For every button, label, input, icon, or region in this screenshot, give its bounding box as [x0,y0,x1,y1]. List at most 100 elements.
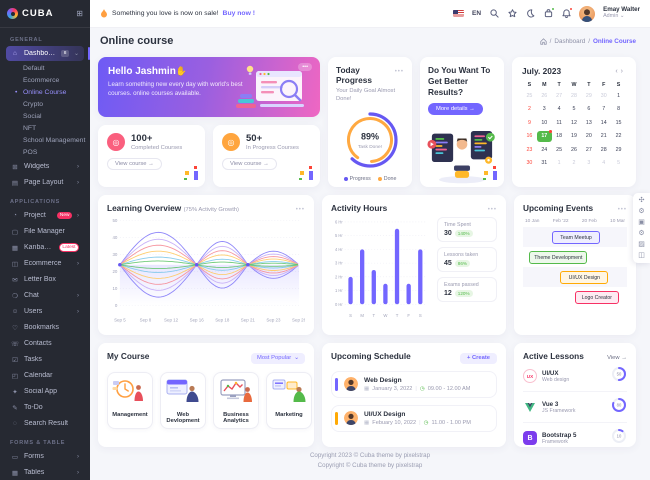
calendar-day[interactable]: 29 [585,92,592,99]
event-theme-development[interactable]: Theme Development [529,250,588,264]
star-icon[interactable] [507,9,517,19]
cart-icon[interactable] [543,6,556,19]
sidebar-item-bookmarks[interactable]: ♡ Bookmarks [12,324,60,332]
sidebar-item-contacts[interactable]: ☏ Contacts [11,340,52,348]
lesson-ui-ux[interactable]: UX UI/UX Web design 50 [523,361,627,391]
calendar-day[interactable]: 28 [600,146,607,153]
customizer-icon[interactable]: ✣ [638,197,645,204]
calendar-day[interactable]: 22 [615,133,622,139]
calendar-day[interactable]: 16 [526,133,533,139]
learning-overview-more-icon[interactable]: ••• [295,207,305,213]
create-button[interactable]: + Create [459,352,497,364]
calendar-day[interactable]: 29 [615,146,622,153]
schedule-item-ui-ux-design[interactable]: UI/UX Design ▦ Febuary 10, 2022 | ◷ 11.00 - 1… [331,404,497,432]
sidebar-item-file-manager[interactable]: ▢ File Manager [11,228,65,236]
view-all-link[interactable]: View → [607,355,627,361]
calendar-day[interactable]: 8 [617,106,621,112]
calendar-day[interactable]: 2 [527,106,531,112]
calendar-day[interactable]: 6 [587,106,591,112]
home-icon[interactable] [540,37,547,45]
course-marketing[interactable]: Marketing [266,371,312,430]
calendar-day[interactable]: 20 [585,133,592,139]
more-details-button[interactable]: More details → [428,103,483,116]
calendar-day[interactable]: 2 [572,160,576,166]
sidebar-item-chat[interactable]: ❍ Chat › [12,292,79,300]
calendar-day[interactable]: 3 [587,160,591,166]
sidebar-item-to-do[interactable]: ✎ To-Do [12,404,43,412]
event-logo-creator[interactable]: Logo Creator [575,290,619,304]
calendar-day[interactable]: 10 [541,119,548,126]
us-flag-icon[interactable] [453,10,465,17]
course-filter-dropdown[interactable]: Most Popular ⌄ [250,352,305,364]
calendar-day[interactable]: 4 [557,106,561,112]
lesson-vue-3[interactable]: Vue 3 JS Framework 80 [523,391,627,422]
language-selector[interactable]: EN [472,10,482,17]
calendar-day[interactable]: 30 [526,160,533,166]
calendar-day[interactable]: 7 [602,106,606,112]
settings-icon[interactable]: ⚙ [638,208,645,215]
calendar-next-icon[interactable]: › [620,67,626,75]
calendar-day[interactable]: 27 [556,92,563,99]
sidebar-item-search-result[interactable]: ◌ Search Result [6,416,84,431]
calendar-day[interactable]: 27 [585,146,592,153]
calendar-prev-icon[interactable]: ‹ [615,67,621,75]
calendar-day[interactable]: 28 [571,92,577,99]
course-management[interactable]: Management [107,371,153,430]
calendar-day[interactable]: 26 [571,146,577,153]
calendar-day[interactable]: 25 [526,92,533,99]
course-business-analytics[interactable]: Business Analytics [213,371,259,430]
dark-mode-moon-icon[interactable] [525,9,535,19]
calendar-day[interactable]: 19 [571,133,577,139]
calendar-day[interactable]: 31 [541,160,548,166]
sidebar-subitem-pos[interactable]: POS [23,148,38,156]
view-course-button[interactable]: View course → [107,158,162,170]
calendar-day[interactable]: 15 [615,119,622,126]
lesson-bootstrap-5[interactable]: B Bootstrap 5 Framework 10 [523,422,627,453]
app-name[interactable]: CUBA [22,8,54,19]
user-avatar[interactable] [579,5,596,22]
calendar-day[interactable]: 1 [557,160,561,166]
image-icon[interactable]: ▨ [638,241,645,248]
calendar-day[interactable]: 26 [541,92,548,99]
search-icon[interactable] [489,9,499,19]
calendar-day[interactable]: 12 [571,119,577,126]
sidebar-item-widgets[interactable]: ⊞ Widgets › [12,163,79,171]
sidebar-subitem-school-management[interactable]: School Management [23,136,86,144]
calendar-day[interactable]: 4 [602,160,606,166]
sidebar-item-social-app[interactable]: ✦ Social App [12,388,58,396]
event-team-meetup[interactable]: Team Meetup [552,230,600,244]
sidebar-subitem-ecommerce[interactable]: Ecommerce [23,76,60,84]
calendar-day[interactable]: 23 [526,146,533,153]
view-course-button[interactable]: View course → [222,158,277,170]
today-progress-more-icon[interactable]: ••• [394,69,404,75]
calendar-day[interactable]: 5 [617,160,621,166]
sidebar-item-ecommerce[interactable]: ◫ Ecommerce › [11,260,79,268]
calendar-day[interactable]: 24 [541,146,548,153]
sidebar-item-forms[interactable]: ▭ Forms › [11,453,79,461]
sidebar-item-letter-box[interactable]: ✉ Letter Box [12,276,56,284]
sidebar-item-tasks[interactable]: ☑ Tasks [12,356,42,364]
course-web-devlopment[interactable]: Web Devlopment [160,371,206,430]
sidebar-subitem-social[interactable]: Social [23,112,42,120]
event-ui-ux-design[interactable]: UI/UX Design [560,270,609,284]
notifications-bell-icon[interactable] [561,6,574,19]
calendar-day[interactable]: 3 [542,106,546,112]
monitor-icon[interactable]: ▣ [638,219,645,226]
user-menu[interactable]: Emay Walter Admin ⌄ [603,6,640,20]
gear-icon[interactable]: ⚙ [638,230,645,237]
sidebar-subitem-crypto[interactable]: Crypto [23,100,44,108]
breadcrumb-dashboard[interactable]: Dashboard [554,37,586,45]
sidebar-subitem-default[interactable]: Default [23,64,45,72]
sidebar-subitem-nft[interactable]: NFT [23,124,37,132]
calendar-day[interactable]: 18 [556,133,563,139]
sidebar-item-page-layout[interactable]: ▤ Page Layout › [11,179,79,187]
sidebar-item-kanban-board[interactable]: ▦Kanban BoardLatest [6,240,84,255]
calendar-day[interactable]: 21 [600,133,607,139]
calendar-day[interactable]: 13 [585,119,592,126]
calendar-day-selected[interactable]: 17 [536,130,552,142]
upcoming-events-more-icon[interactable]: ••• [617,207,627,213]
calendar-day[interactable]: 5 [572,106,576,112]
sidebar-subitem-online-course[interactable]: Online Course [10,86,84,98]
sidebar-item-calendar[interactable]: ◰ Calendar [11,372,53,380]
sidebar-item-dashboards[interactable]: ⌂Dashboards8⌄ [6,46,90,61]
